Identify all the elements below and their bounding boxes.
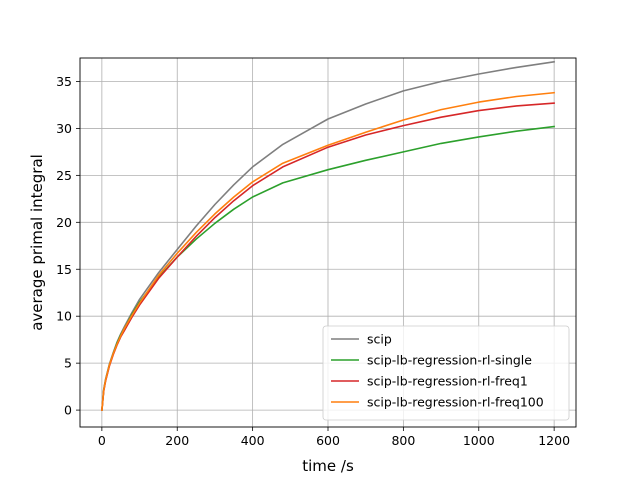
y-tick-label: 20 [56, 215, 72, 230]
y-tick-label: 30 [56, 121, 72, 136]
y-tick-label: 25 [56, 168, 72, 183]
y-tick-label: 10 [56, 309, 72, 324]
x-tick-label: 0 [98, 433, 106, 448]
x-tick-label: 1200 [538, 433, 570, 448]
x-tick-label: 600 [316, 433, 340, 448]
legend-label: scip-lb-regression-rl-freq1 [367, 374, 528, 389]
x-tick-label: 1000 [463, 433, 495, 448]
x-tick-label: 200 [165, 433, 189, 448]
x-tick-label: 400 [241, 433, 265, 448]
legend: scip scip-lb-regression-rl-single scip-lb-… [322, 325, 570, 421]
axis-ticks: 0 200 400 600 800 1000 1200 0 5 10 15 20 25 30 35 [56, 74, 570, 448]
y-tick-label: 15 [56, 262, 72, 277]
grid [80, 58, 576, 427]
legend-label: scip [367, 332, 392, 347]
legend-label: scip-lb-regression-rl-single [367, 353, 532, 368]
y-tick-label: 5 [64, 356, 72, 371]
x-axis-title: time /s [302, 457, 354, 475]
y-tick-label: 0 [64, 403, 72, 418]
x-tick-label: 800 [391, 433, 415, 448]
legend-label: scip-lb-regression-rl-freq100 [367, 395, 544, 410]
series-line-scip-lb-regression-rl-freq100 [101, 91, 555, 411]
legend-box [322, 325, 570, 421]
y-tick-label: 35 [56, 74, 72, 89]
series-lines [101, 60, 556, 411]
y-axis-title: average primal integral [28, 154, 46, 331]
